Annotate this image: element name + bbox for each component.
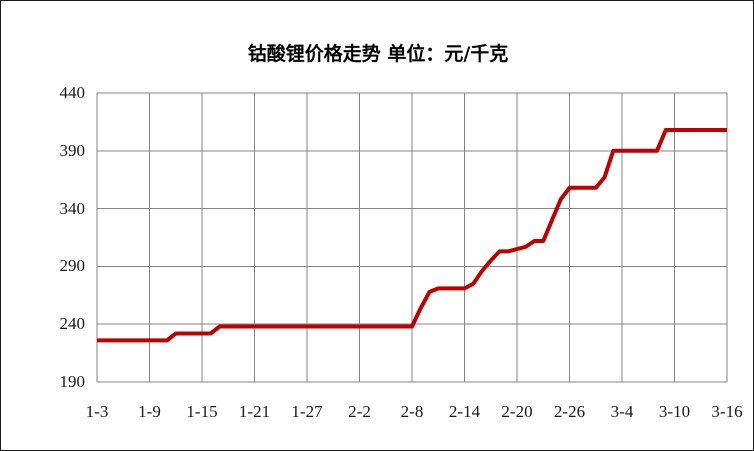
y-axis-tick-340: 340 [59,198,86,218]
x-axis-tick-1-27: 1-27 [291,402,323,421]
axis-frame [96,92,728,383]
y-axis-tick-440: 440 [59,83,86,102]
x-axis-tick-1-15: 1-15 [186,402,218,421]
x-axis-tick-1-3: 1-3 [85,402,109,421]
x-axis-tick-2-14: 2-14 [448,402,481,421]
y-axis-tick-190: 190 [59,372,86,391]
data-series-line [97,127,727,343]
x-axis-tick-2-26: 2-26 [553,402,586,421]
x-axis-tick-3-16: 3-16 [711,402,743,421]
gridlines [96,92,728,383]
x-axis-tick-2-20: 2-20 [501,402,533,421]
y-axis-tick-240: 240 [59,314,86,334]
x-axis-tick-3-4: 3-4 [610,402,634,421]
x-axis-tick-2-8: 2-8 [400,402,424,421]
x-axis-tick-2-2: 2-2 [348,402,371,421]
chart-title: 钴酸锂价格走势 单位：元/千克 [247,43,509,65]
x-axis-tick-3-10: 3-10 [658,402,691,421]
y-axis-tick-390: 390 [59,140,86,160]
x-axis-tick-1-9: 1-9 [138,402,161,421]
x-axis-tick-1-21: 1-21 [238,402,271,421]
y-axis-tick-290: 290 [59,256,86,276]
